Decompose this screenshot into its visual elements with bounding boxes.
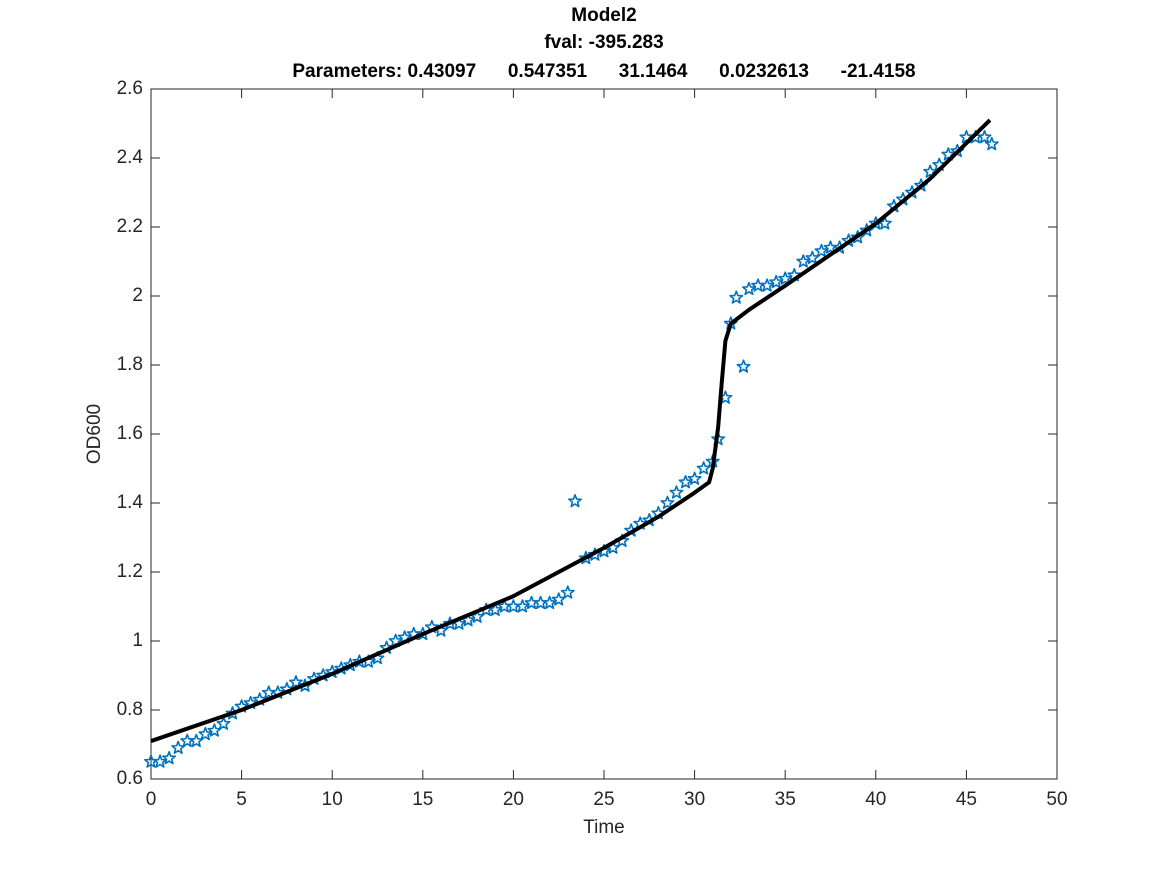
x-tick-label: 10 — [322, 789, 343, 810]
chart-subtitle: Parameters: 0.43097 0.547351 31.1464 0.0… — [292, 61, 915, 82]
data-point — [778, 271, 793, 285]
data-point — [587, 547, 602, 561]
x-tick-label: 45 — [956, 789, 977, 810]
x-tick-label: 5 — [236, 789, 247, 810]
data-point — [687, 471, 702, 485]
data-point — [814, 243, 829, 258]
data-point — [488, 602, 503, 617]
data-point — [388, 633, 403, 648]
x-tick-label: 35 — [775, 789, 796, 810]
data-point — [941, 147, 956, 161]
data-point — [984, 136, 999, 151]
data-point — [660, 495, 675, 510]
data-point — [568, 493, 582, 508]
data-point — [515, 599, 530, 613]
data-point — [796, 254, 811, 268]
fit-line — [150, 118, 992, 743]
data-point — [678, 475, 693, 489]
x-tick-label: 20 — [503, 789, 524, 810]
data-point — [669, 485, 684, 499]
x-tick-label: 50 — [1046, 789, 1067, 810]
data-point — [198, 726, 213, 741]
y-axis-label: OD600 — [84, 404, 105, 464]
chart-title: Model2 — [571, 5, 636, 26]
data-point — [288, 675, 303, 689]
x-tick-label: 30 — [684, 789, 705, 810]
y-tick-label: 1.6 — [117, 423, 143, 444]
y-tick-label: 2.4 — [117, 147, 144, 168]
data-point — [542, 595, 557, 610]
y-tick-label: 0.8 — [117, 699, 143, 720]
chart-subtitle: fval: -395.283 — [544, 32, 663, 53]
data-point — [153, 754, 168, 768]
data-point — [741, 281, 756, 296]
x-tick-label: 25 — [593, 789, 614, 810]
y-tick-label: 2.6 — [117, 78, 143, 99]
data-point — [977, 130, 992, 144]
y-tick-label: 2 — [132, 285, 143, 306]
x-axis-label: Time — [583, 817, 625, 838]
y-tick-label: 1.2 — [117, 561, 143, 582]
data-point — [760, 278, 775, 292]
x-tick-label: 0 — [146, 789, 157, 810]
y-tick-label: 2.2 — [117, 216, 143, 237]
y-tick-label: 1.4 — [117, 492, 144, 513]
data-point — [560, 585, 575, 599]
data-point — [216, 716, 231, 730]
y-tick-label: 1.8 — [117, 354, 143, 375]
data-point — [162, 751, 177, 765]
data-point — [769, 274, 784, 289]
y-tick-label: 1 — [132, 630, 143, 651]
x-tick-label: 15 — [412, 789, 433, 810]
data-point — [736, 359, 751, 373]
x-tick-label: 40 — [865, 789, 886, 810]
y-tick-label: 0.6 — [117, 768, 143, 789]
data-point — [729, 290, 744, 304]
